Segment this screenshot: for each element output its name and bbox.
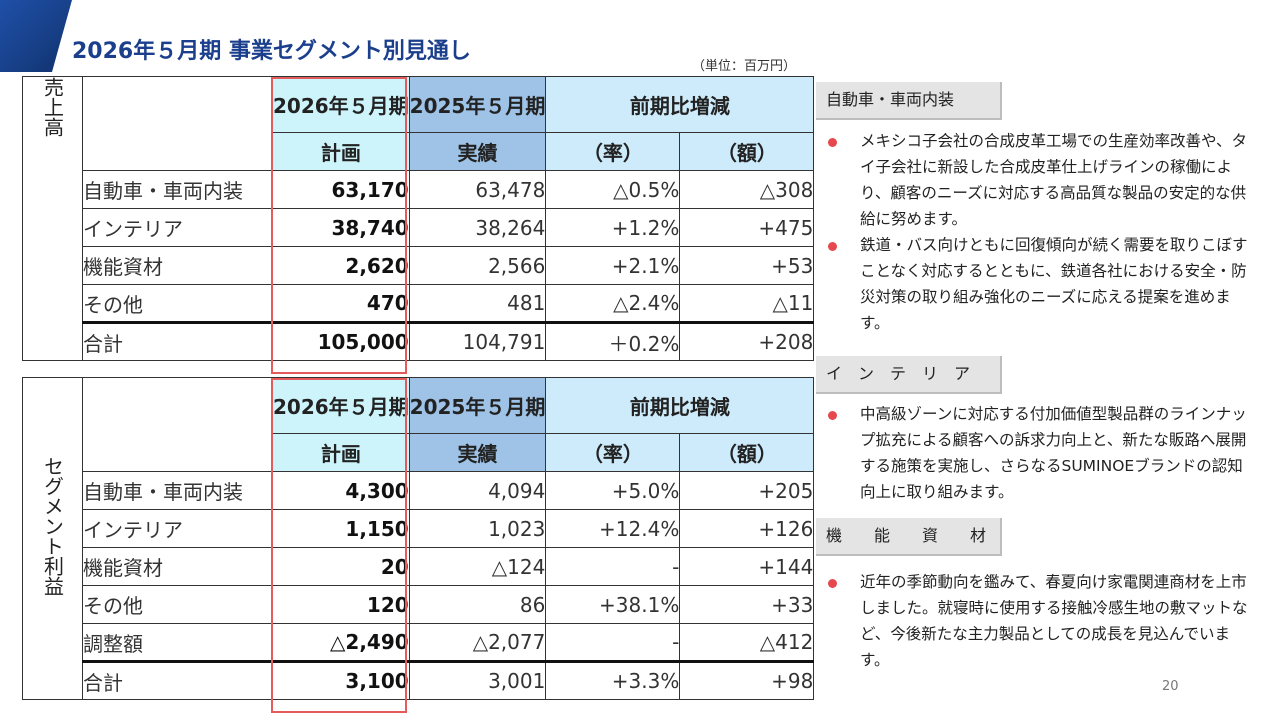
amount-value: +33 [679, 585, 815, 624]
list-item: 中高級ゾーンに対応する付加価値型製品群のラインナップ拡充による顧客への訴求力向上… [828, 401, 1258, 505]
plan-value: 470 [272, 284, 410, 323]
header-actual: 実績 [408, 433, 547, 472]
amount-value: +144 [679, 547, 815, 586]
row-label: その他 [82, 284, 273, 323]
header-actual-year: 2025年５月期 [408, 377, 547, 434]
header-compare: 前期比増減 [545, 377, 815, 434]
rate-value: +38.1% [545, 585, 681, 624]
plan-value: 63,170 [272, 170, 410, 209]
table-row: その他 470 481 △2.4% △11 [23, 284, 815, 323]
rate-value: +3.3% [545, 660, 681, 700]
header-plan: 計画 [272, 433, 410, 472]
rate-value: △0.5% [545, 170, 681, 209]
panel-list-functional: 近年の季節動向を鑑みて、春夏向け家電関連商材を上市しました。就寝時に使用する接触… [828, 569, 1258, 673]
row-label: その他 [82, 585, 273, 624]
row-label: 機能資材 [82, 547, 273, 586]
bullet-dot-icon [828, 242, 837, 251]
rate-value: +12.4% [545, 509, 681, 548]
amount-value: △308 [679, 170, 815, 209]
actual-value: 1,023 [408, 509, 547, 548]
header-compare: 前期比増減 [545, 76, 815, 133]
amount-value: △412 [679, 623, 815, 662]
actual-value: 86 [408, 585, 547, 624]
rate-value: - [545, 623, 681, 662]
bullet-dot-icon [828, 138, 837, 147]
actual-value: 3,001 [408, 660, 547, 700]
actual-value: 38,264 [408, 208, 547, 247]
amount-value: +475 [679, 208, 815, 247]
actual-value: 63,478 [408, 170, 547, 209]
header-rate: （率） [545, 433, 681, 472]
rate-value: +2.1% [545, 246, 681, 285]
rate-value: ＋0.2% [545, 321, 681, 361]
header-amount: （額） [679, 433, 815, 472]
panel-heading-interior: イ ン テ リ ア [816, 356, 1002, 394]
sales-table: 売上高 2026年５月期 2025年５月期 前期比増減 計画 実績 （率） （額… [22, 76, 815, 361]
amount-value: +205 [679, 471, 815, 510]
plan-value: 120 [272, 585, 410, 624]
header-amount: （額） [679, 132, 815, 171]
total-row: 合計 105,000 104,791 ＋0.2% +208 [23, 321, 815, 361]
total-row: 合計 3,100 3,001 +3.3% +98 [23, 660, 815, 700]
row-label: 機能資材 [82, 246, 273, 285]
page-number: 20 [1162, 679, 1179, 694]
profit-side-label: セグメント利益 [22, 377, 83, 700]
plan-value: 1,150 [272, 509, 410, 548]
bullet-dot-icon [828, 411, 837, 420]
actual-value: △2,077 [408, 623, 547, 662]
plan-highlight-frame [271, 77, 407, 374]
plan-value: 3,100 [272, 660, 410, 700]
page-title: 2026年５月期 事業セグメント別見通し [72, 39, 471, 64]
row-label: インテリア [82, 208, 273, 247]
row-label: 自動車・車両内装 [82, 471, 273, 510]
actual-value: 2,566 [408, 246, 547, 285]
title-accent-shape [0, 0, 72, 72]
actual-value: 104,791 [408, 321, 547, 361]
actual-value: 4,094 [408, 471, 547, 510]
row-label: 合計 [82, 660, 273, 700]
amount-value: △11 [679, 284, 815, 323]
plan-value: 4,300 [272, 471, 410, 510]
row-label: 自動車・車両内装 [82, 170, 273, 209]
rate-value: +1.2% [545, 208, 681, 247]
table-row: 自動車・車両内装 63,170 63,478 △0.5% △308 [23, 170, 815, 209]
table-row: 機能資材 20 △124 - +144 [23, 547, 815, 586]
actual-value: △124 [408, 547, 547, 586]
bullet-dot-icon [828, 579, 837, 588]
table-row: 調整額 △2,490 △2,077 - △412 [23, 623, 815, 662]
row-label: 調整額 [82, 623, 273, 662]
panel-heading-functional: 機 能 資 材 [816, 518, 1002, 556]
amount-value: +208 [679, 321, 815, 361]
row-label: インテリア [82, 509, 273, 548]
header-rate: （率） [545, 132, 681, 171]
unit-note: （単位：百万円） [692, 59, 797, 74]
rate-value: - [545, 547, 681, 586]
rate-value: △2.4% [545, 284, 681, 323]
list-item: メキシコ子会社の合成皮革工場での生産効率改善や、タイ子会社に新設した合成皮革仕上… [828, 128, 1258, 232]
list-item: 近年の季節動向を鑑みて、春夏向け家電関連商材を上市しました。就寝時に使用する接触… [828, 569, 1258, 673]
profit-table: セグメント利益 2026年５月期 2025年５月期 前期比増減 計画 実績 （率… [22, 377, 815, 700]
panel-heading-auto: 自動車・車両内装 [816, 82, 1002, 120]
table-row: 自動車・車両内装 4,300 4,094 +5.0% +205 [23, 471, 815, 510]
table-row: インテリア 38,740 38,264 +1.2% +475 [23, 208, 815, 247]
panel-list-auto: メキシコ子会社の合成皮革工場での生産効率改善や、タイ子会社に新設した合成皮革仕上… [828, 128, 1258, 336]
rate-value: +5.0% [545, 471, 681, 510]
header-actual: 実績 [408, 132, 547, 171]
sales-side-label: 売上高 [22, 76, 83, 361]
table-row: その他 120 86 +38.1% +33 [23, 585, 815, 624]
panel-list-interior: 中高級ゾーンに対応する付加価値型製品群のラインナップ拡充による顧客への訴求力向上… [828, 401, 1258, 505]
row-label: 合計 [82, 321, 273, 361]
table-row: インテリア 1,150 1,023 +12.4% +126 [23, 509, 815, 548]
header-actual-year: 2025年５月期 [408, 76, 547, 133]
plan-highlight-frame [271, 378, 407, 713]
plan-value: 2,620 [272, 246, 410, 285]
header-plan-year: 2026年５月期 [272, 76, 410, 133]
table-row: 機能資材 2,620 2,566 +2.1% +53 [23, 246, 815, 285]
amount-value: +126 [679, 509, 815, 548]
actual-value: 481 [408, 284, 547, 323]
list-item: 鉄道・バス向けともに回復傾向が続く需要を取りこぼすことなく対応するとともに、鉄道… [828, 232, 1258, 336]
amount-value: +98 [679, 660, 815, 700]
header-plan-year: 2026年５月期 [272, 377, 410, 434]
amount-value: +53 [679, 246, 815, 285]
